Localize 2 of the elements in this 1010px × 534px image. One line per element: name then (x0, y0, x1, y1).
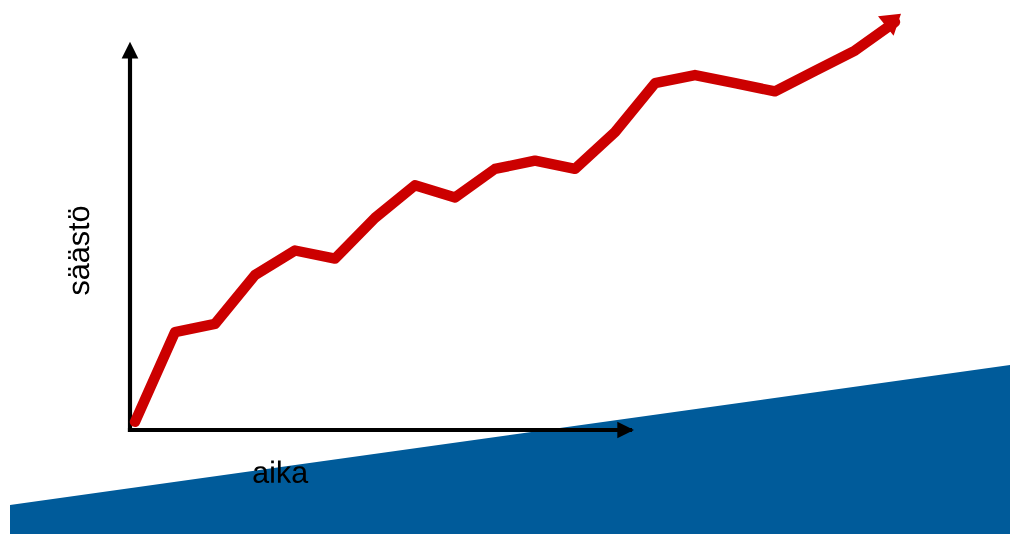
x-axis-title: aika (253, 460, 309, 484)
y-axis-title: säästö (68, 206, 90, 295)
